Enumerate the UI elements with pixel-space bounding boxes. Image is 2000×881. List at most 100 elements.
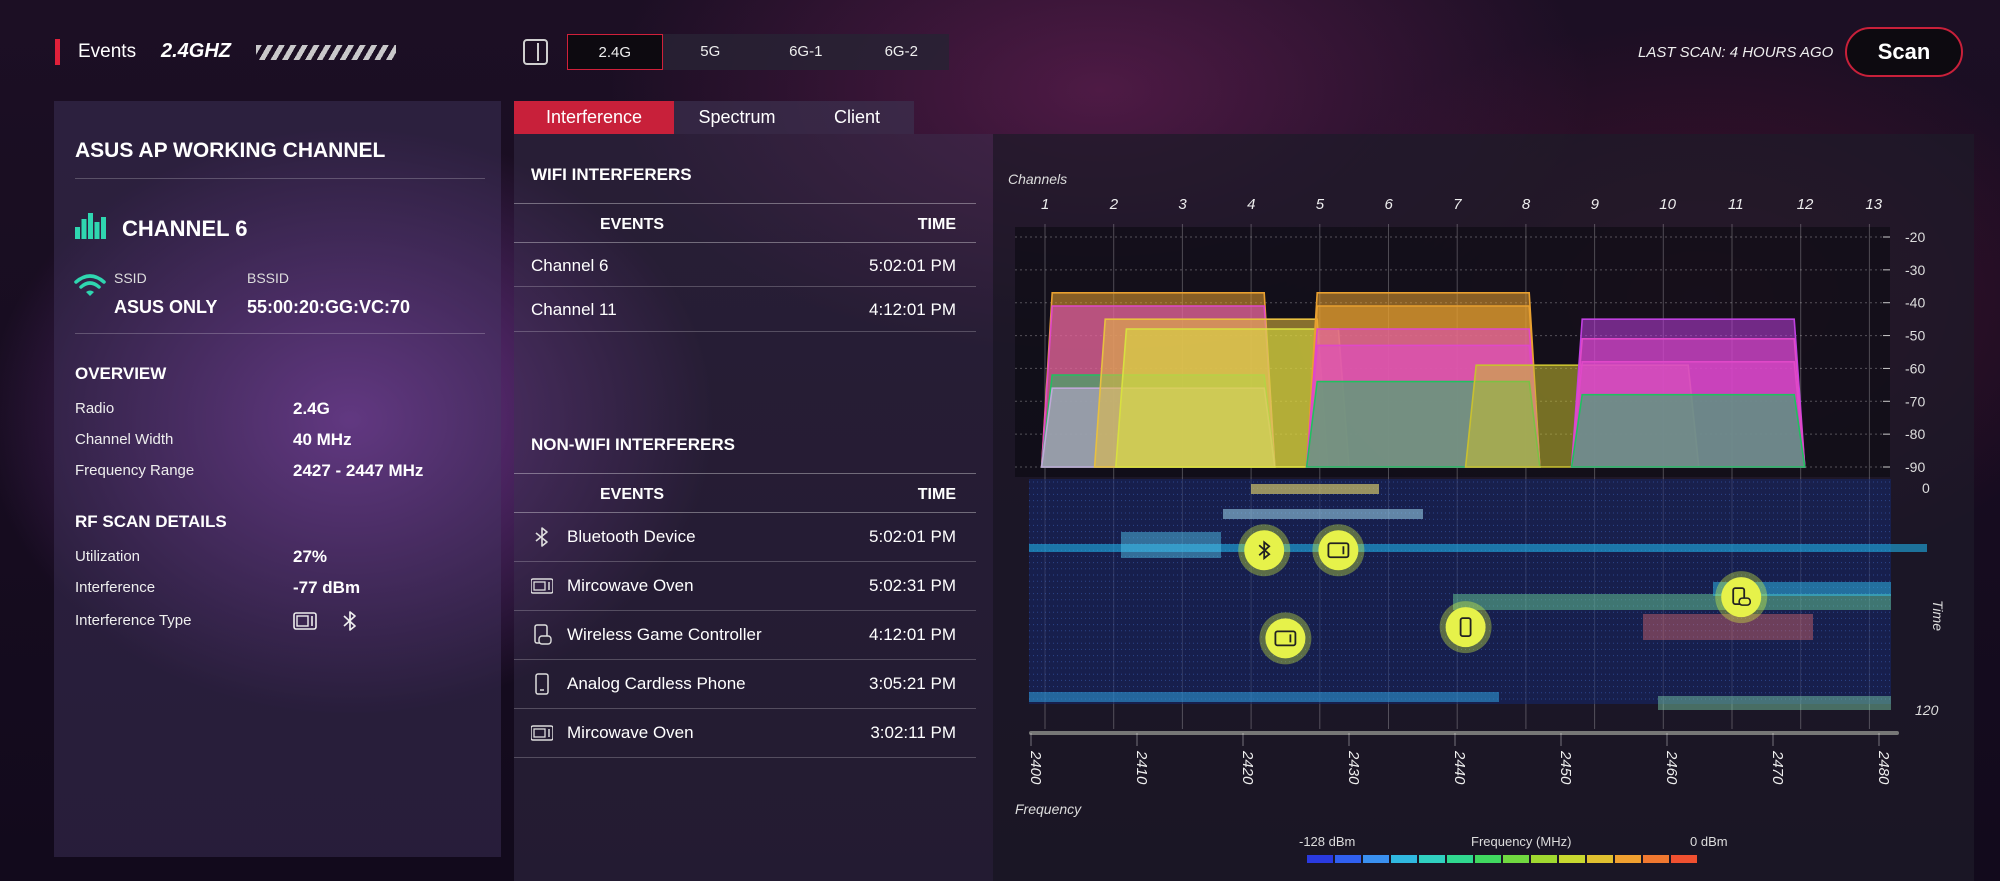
legend-swatch bbox=[1419, 855, 1445, 863]
frequency-tick-label: 2470 bbox=[1769, 750, 1786, 785]
non-wifi-interferers-title: NON-WIFI INTERFERERS bbox=[531, 435, 735, 454]
waterfall-scrollbar bbox=[1029, 731, 1899, 735]
microwave-marker bbox=[1318, 530, 1359, 571]
channel-tick-label: 7 bbox=[1453, 196, 1462, 213]
channels-axis-label: Channels bbox=[1008, 171, 1067, 187]
time-axis-label: Time bbox=[1930, 600, 1946, 631]
scan-button[interactable]: Scan bbox=[1845, 27, 1963, 77]
waterfall-signal bbox=[1643, 614, 1813, 640]
dbm-tick-label: -60 bbox=[1905, 360, 1925, 376]
rf-utilization-value: 27% bbox=[293, 547, 328, 566]
legend-swatch bbox=[1447, 855, 1473, 863]
tab-interference[interactable]: Interference bbox=[514, 101, 674, 134]
rf-interference-value: -77 dBm bbox=[293, 578, 361, 597]
legend-swatch bbox=[1643, 855, 1669, 863]
legend-title: Frequency (MHz) bbox=[1471, 834, 1572, 849]
legend-swatch bbox=[1475, 855, 1501, 863]
event-time: 5:02:01 PM bbox=[869, 527, 956, 546]
event-time: 5:02:01 PM bbox=[869, 256, 956, 275]
frequency-tick-label: 2420 bbox=[1239, 750, 1256, 785]
frequency-tick-label: 2400 bbox=[1027, 750, 1044, 785]
overview-title: OVERVIEW bbox=[75, 364, 167, 383]
channel-tick-label: 5 bbox=[1316, 196, 1325, 213]
table-row[interactable]: Mircowave Oven 5:02:31 PM bbox=[514, 562, 976, 611]
time-tick-label: 120 bbox=[1915, 702, 1939, 718]
legend-swatch bbox=[1671, 855, 1697, 863]
microwave-icon bbox=[293, 612, 317, 630]
channel-tick-label: 10 bbox=[1659, 196, 1676, 213]
color-legend-bar bbox=[1307, 855, 1699, 863]
event-name: Channel 11 bbox=[531, 300, 617, 319]
event-name: Mircowave Oven bbox=[567, 576, 694, 595]
rf-utilization-label: Utilization bbox=[75, 548, 141, 565]
frequency-tick-label: 2440 bbox=[1451, 750, 1468, 785]
dbm-tick-label: -80 bbox=[1905, 426, 1925, 442]
channel-tick-label: 6 bbox=[1385, 196, 1394, 213]
dbm-tick-label: -50 bbox=[1905, 328, 1925, 344]
legend-swatch bbox=[1531, 855, 1557, 863]
table-row[interactable]: Channel 11 4:12:01 PM bbox=[514, 287, 976, 332]
panel-toggle-icon[interactable] bbox=[523, 39, 548, 65]
game-controller-marker bbox=[1721, 577, 1762, 618]
channel-bars-icon bbox=[75, 213, 106, 239]
event-time: 4:12:01 PM bbox=[869, 625, 956, 644]
event-name: Mircowave Oven bbox=[567, 723, 694, 742]
table-row[interactable]: Analog Cardless Phone 3:05:21 PM bbox=[514, 660, 976, 709]
non-wifi-table-header: EVENTS TIME bbox=[514, 473, 976, 513]
col-time: TIME bbox=[917, 486, 956, 503]
channel-tick-label: 3 bbox=[1178, 196, 1187, 213]
frequency-axis-label: Frequency bbox=[1015, 801, 1082, 817]
tab-client[interactable]: Client bbox=[833, 107, 881, 127]
table-row[interactable]: Wireless Game Controller 4:12:01 PM bbox=[514, 611, 976, 660]
event-time: 3:02:11 PM bbox=[870, 723, 956, 742]
phone-marker bbox=[1445, 607, 1486, 648]
legend-min-label: -128 dBm bbox=[1299, 834, 1356, 849]
overview-radio-value: 2.4G bbox=[293, 399, 330, 418]
event-name: Analog Cardless Phone bbox=[567, 674, 746, 693]
dbm-tick-label: -30 bbox=[1905, 262, 1925, 278]
events-accent-mark bbox=[55, 39, 60, 65]
bluetooth-icon bbox=[343, 611, 356, 631]
band-tabs: 2.4G 5G 6G-1 6G-2 bbox=[567, 34, 949, 70]
tab-spectrum[interactable]: Spectrum bbox=[698, 107, 776, 127]
frequency-tick-label: 2480 bbox=[1875, 750, 1892, 785]
table-row[interactable]: Bluetooth Device 5:02:01 PM bbox=[514, 513, 976, 562]
wifi-table-header: EVENTS TIME bbox=[514, 203, 976, 243]
working-channel-panel: ASUS AP WORKING CHANNEL CHANNEL 6 SSID A… bbox=[54, 101, 501, 857]
legend-swatch bbox=[1587, 855, 1613, 863]
event-name: Bluetooth Device bbox=[567, 527, 696, 546]
table-row[interactable]: Channel 6 5:02:01 PM bbox=[514, 243, 976, 287]
rf-interference-label: Interference bbox=[75, 579, 156, 596]
dbm-tick-label: -90 bbox=[1905, 459, 1925, 475]
band-tab-6g-2[interactable]: 6G-2 bbox=[884, 43, 918, 60]
microwave-marker bbox=[1265, 618, 1306, 659]
channel-tick-label: 1 bbox=[1041, 196, 1049, 213]
band-tab-5g[interactable]: 5G bbox=[700, 43, 721, 60]
phone-icon bbox=[535, 673, 549, 695]
waterfall-signal bbox=[1251, 484, 1379, 494]
time-tick-label: 0 bbox=[1922, 480, 1930, 496]
bluetooth-icon bbox=[535, 527, 548, 547]
legend-swatch bbox=[1559, 855, 1585, 863]
game-controller-icon bbox=[1738, 597, 1752, 606]
microwave-icon bbox=[1274, 630, 1297, 647]
divider bbox=[75, 178, 485, 179]
channel-tick-label: 12 bbox=[1797, 196, 1814, 213]
view-tabs: Interference Spectrum Client bbox=[514, 101, 914, 134]
phone-icon bbox=[1459, 617, 1472, 638]
game-controller-icon bbox=[1732, 587, 1746, 606]
panel-title: ASUS AP WORKING CHANNEL bbox=[75, 139, 386, 162]
event-time: 4:12:01 PM bbox=[869, 300, 956, 319]
bluetooth-icon bbox=[1258, 540, 1271, 561]
channel-tick-label: 4 bbox=[1247, 196, 1255, 213]
waterfall-signal bbox=[1029, 544, 1927, 552]
band-tab-2.4g[interactable]: 2.4G bbox=[567, 34, 663, 70]
event-time: 3:05:21 PM bbox=[869, 674, 956, 693]
bssid-label: BSSID bbox=[247, 270, 290, 286]
band-tab-6g-1[interactable]: 6G-1 bbox=[789, 43, 823, 60]
bssid-value: 55:00:20:GG:VC:70 bbox=[247, 297, 411, 317]
waterfall-signal bbox=[1453, 594, 1891, 610]
legend-swatch bbox=[1503, 855, 1529, 863]
table-row[interactable]: Mircowave Oven 3:02:11 PM bbox=[514, 709, 976, 758]
divider bbox=[75, 333, 485, 334]
